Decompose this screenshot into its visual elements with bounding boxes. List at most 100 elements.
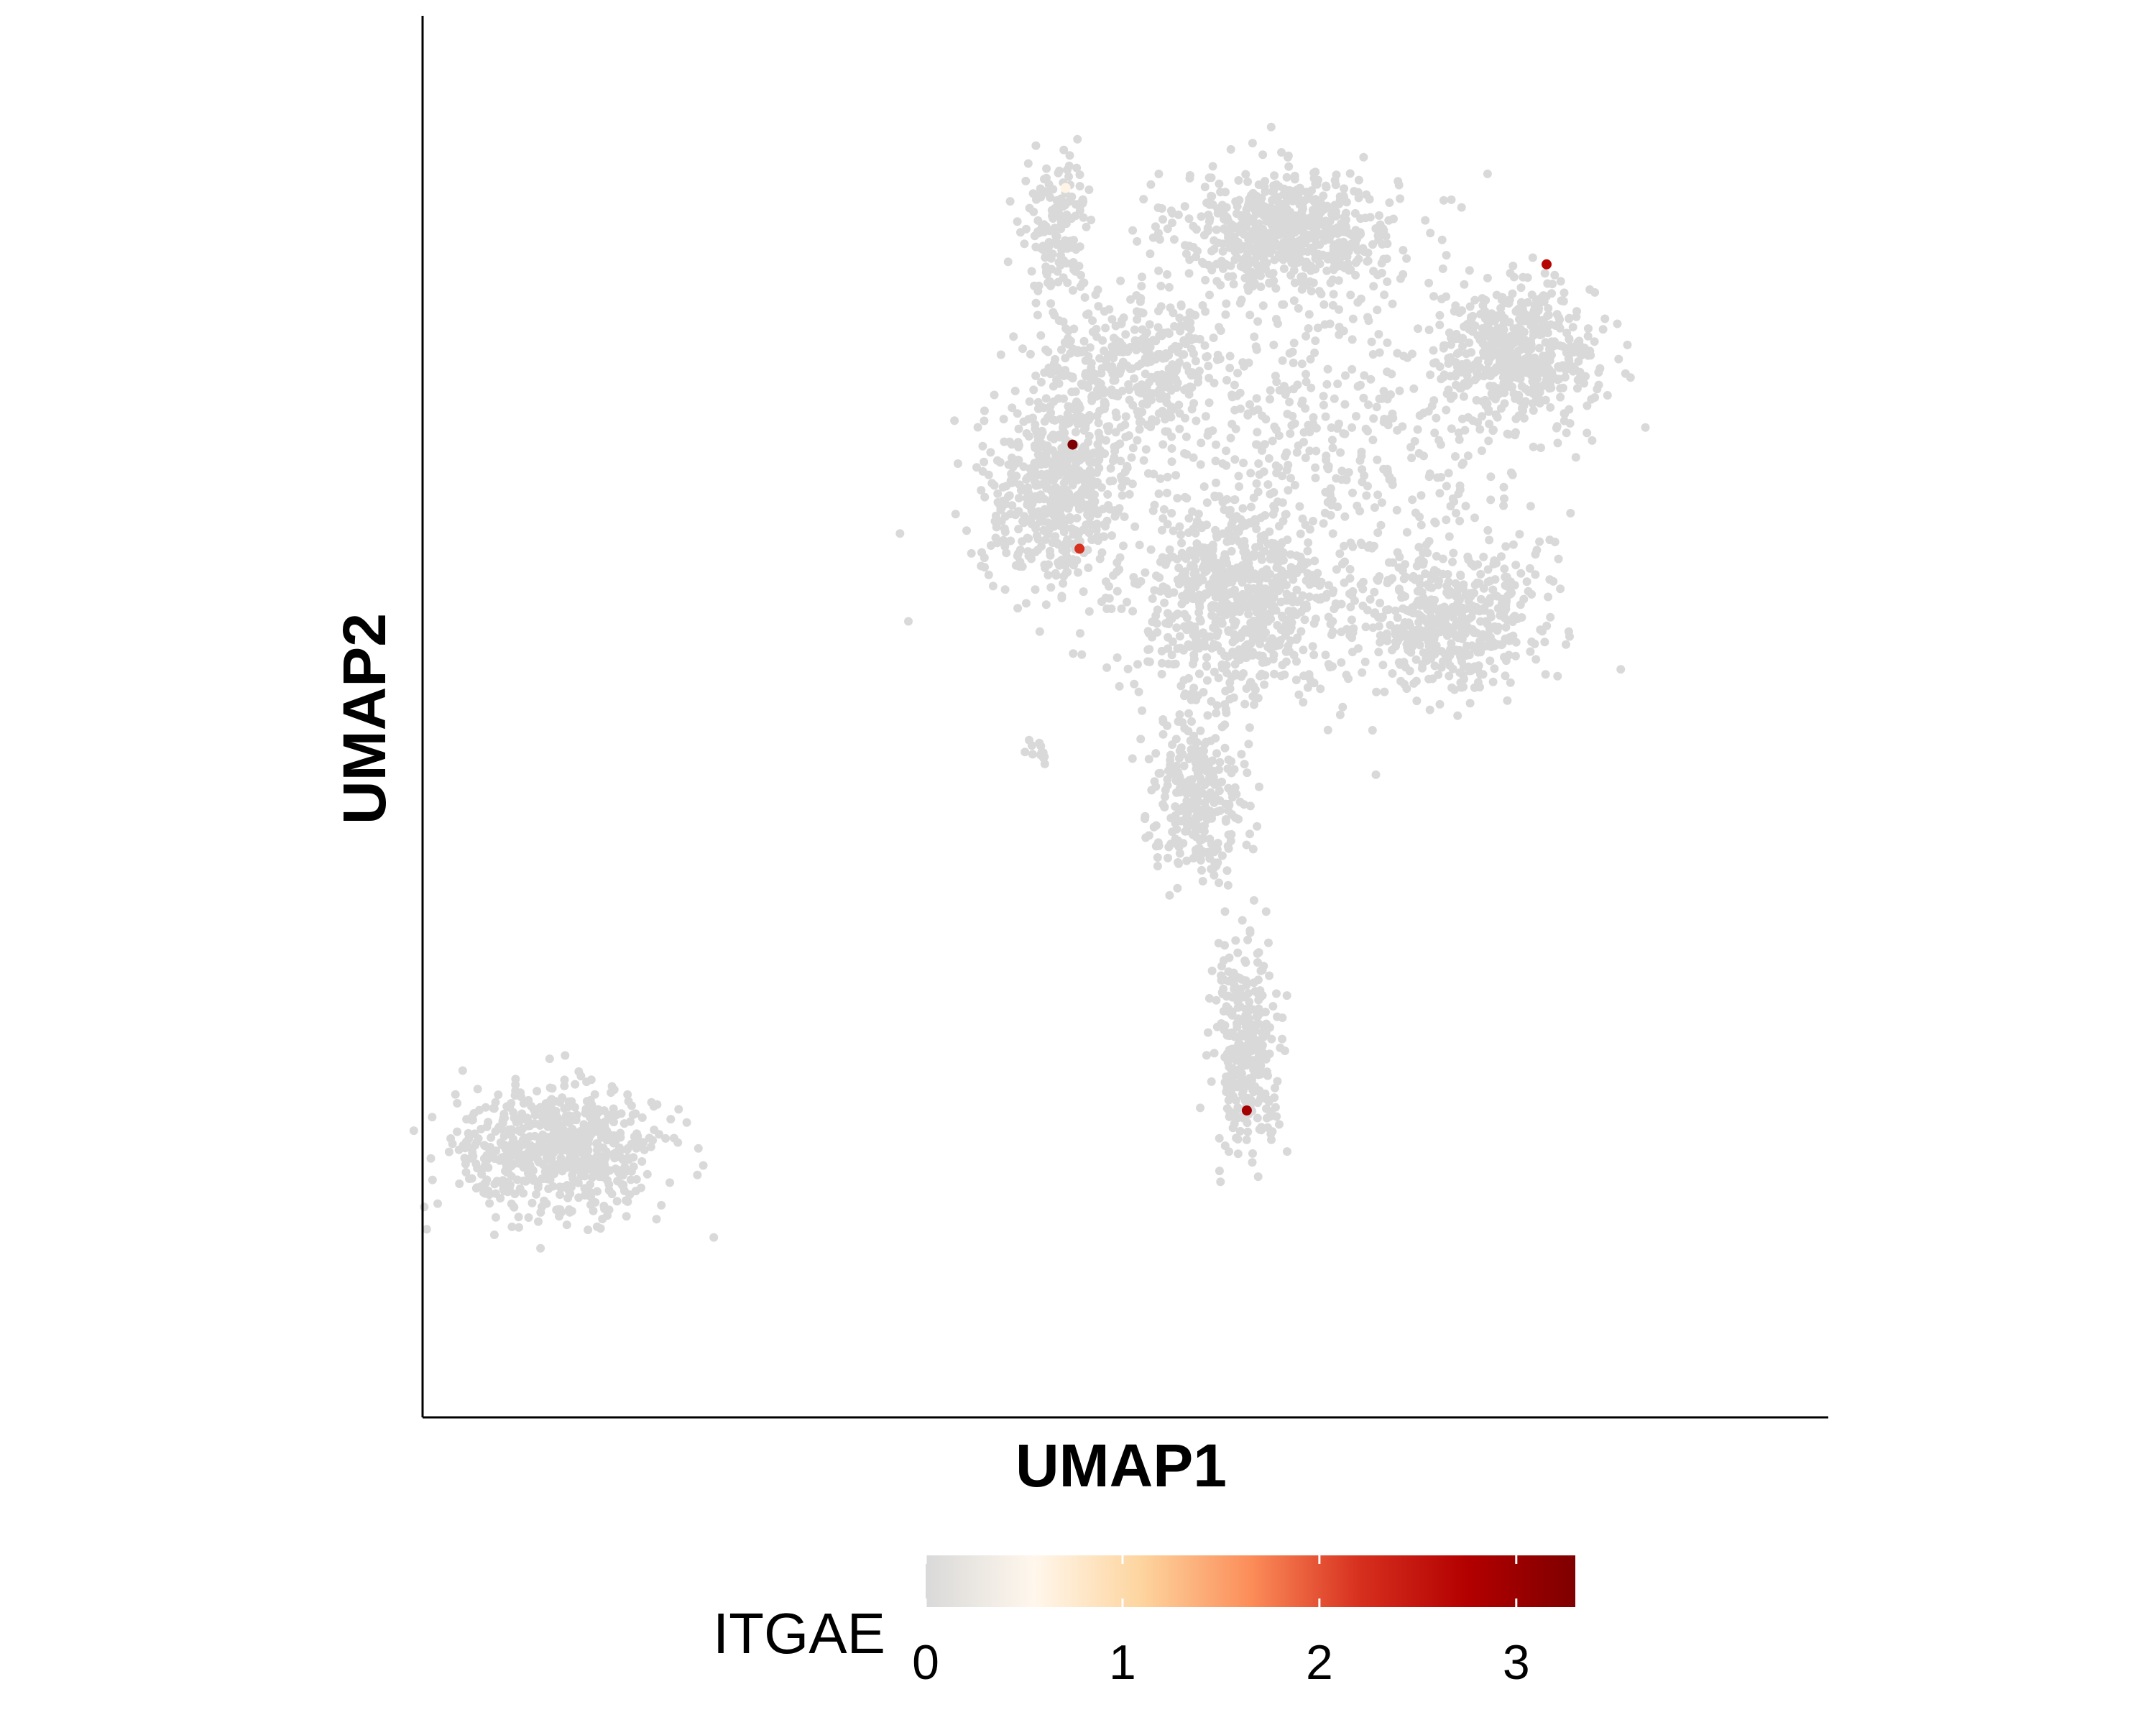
cell-point [1416, 491, 1426, 500]
cell-point [1195, 615, 1204, 624]
cell-point [1289, 358, 1298, 367]
cell-point [1402, 254, 1411, 263]
cell-point [1119, 541, 1128, 551]
cell-point [1335, 305, 1343, 314]
cell-point [1158, 800, 1168, 809]
cell-point [1231, 936, 1240, 945]
cell-point [1516, 569, 1526, 578]
cell-point [1305, 446, 1314, 456]
cell-point [1319, 300, 1329, 309]
cell-point [1235, 482, 1244, 491]
cell-point [1553, 671, 1562, 681]
cell-point [1340, 429, 1350, 438]
cell-point [1076, 492, 1085, 502]
cell-point [1009, 332, 1018, 341]
cell-point [1204, 398, 1214, 408]
cell-point [1287, 420, 1296, 430]
cell-point [1483, 169, 1492, 178]
cell-point [1156, 474, 1165, 483]
cell-point [1423, 548, 1432, 558]
cell-point [1261, 610, 1271, 620]
cell-point [1411, 655, 1421, 664]
cell-point [1014, 494, 1023, 502]
cell-point [1184, 367, 1194, 376]
cell-point [1289, 575, 1298, 584]
cell-point [1207, 602, 1216, 611]
cell-point [1558, 342, 1567, 351]
cell-point [1240, 1082, 1249, 1092]
cell-point [1445, 671, 1454, 681]
cell-point [1051, 516, 1061, 525]
cell-point [1202, 676, 1212, 685]
cell-point [1383, 636, 1392, 645]
cell-point [1293, 380, 1302, 390]
cell-point [1457, 414, 1467, 423]
cell-point [1141, 445, 1151, 454]
cell-point [1180, 448, 1189, 458]
cell-point [1184, 242, 1194, 251]
cell-point [1426, 370, 1435, 380]
cell-point [1454, 428, 1463, 438]
cell-point [1274, 431, 1284, 440]
cell-point [950, 416, 959, 426]
cell-point [1270, 255, 1279, 264]
cell-point [1181, 554, 1191, 564]
cell-point [1460, 322, 1469, 331]
cell-point [1272, 989, 1281, 998]
cell-point [1323, 252, 1332, 261]
cell-point [1064, 239, 1073, 248]
cell-point [1075, 182, 1084, 190]
cell-point [980, 457, 989, 466]
cell-point [1111, 428, 1120, 437]
cell-point [1230, 980, 1239, 990]
cell-point [1211, 592, 1220, 602]
cell-point [1231, 617, 1240, 627]
cell-point [1342, 671, 1351, 680]
cell-point [1259, 467, 1268, 477]
cell-point [1080, 444, 1089, 454]
cell-point [1506, 269, 1515, 278]
cell-point [1107, 349, 1116, 359]
cell-point [1362, 190, 1371, 199]
cell-point [1457, 460, 1467, 469]
cell-point [1074, 405, 1083, 415]
cell-point [1565, 405, 1574, 414]
cell-point [1368, 240, 1377, 249]
cell-point [1279, 300, 1289, 309]
cell-point [533, 1087, 542, 1096]
cell-point [1292, 585, 1302, 594]
cell-point [1294, 690, 1304, 699]
cell-point [1153, 853, 1162, 862]
cell-point [1361, 622, 1370, 632]
cell-point [1212, 533, 1222, 542]
cell-point [1162, 379, 1171, 388]
cell-point [1354, 175, 1363, 185]
cell-point [1195, 334, 1204, 344]
cell-point [1348, 423, 1357, 432]
cell-point [1148, 594, 1157, 603]
cell-point [1368, 436, 1378, 445]
cell-point [545, 1054, 554, 1064]
cell-point [1529, 442, 1538, 451]
cell-point [1133, 660, 1142, 669]
cell-point [1242, 684, 1251, 693]
cell-point [1185, 308, 1194, 317]
cell-point [1205, 290, 1214, 300]
cell-point [1181, 432, 1191, 441]
cell-point [1348, 591, 1357, 600]
cell-point [1310, 556, 1319, 566]
cell-point [1237, 975, 1246, 984]
cell-point [1241, 566, 1250, 575]
cell-point [1330, 176, 1340, 185]
cell-point [1348, 542, 1358, 551]
cell-point [1197, 822, 1206, 832]
cell-point [1222, 537, 1232, 546]
cell-point [1353, 501, 1362, 510]
cell-point [1312, 446, 1321, 456]
cell-point [1029, 207, 1038, 216]
cell-point [1113, 507, 1123, 516]
cell-point [1537, 443, 1545, 452]
cell-point [1023, 500, 1032, 510]
cell-point [1266, 489, 1275, 499]
cell-point [1220, 1141, 1230, 1151]
